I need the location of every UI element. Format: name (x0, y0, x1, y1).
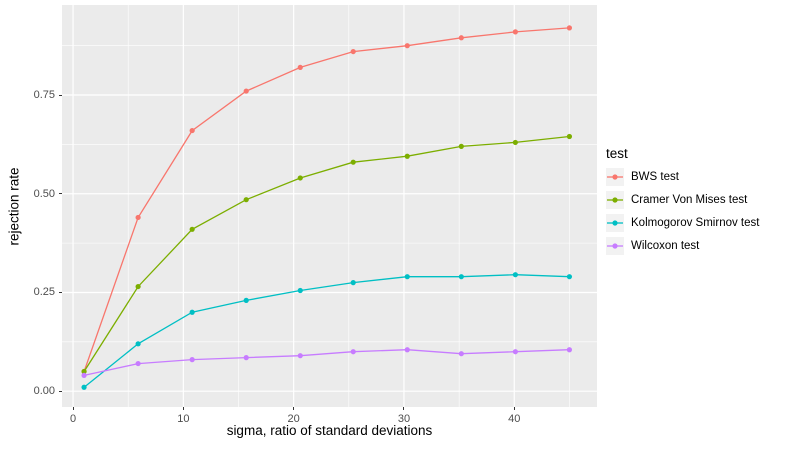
legend-entry-kolmogorov-smirnov-test: Kolmogorov Smirnov test (606, 214, 759, 232)
data-point-wilcoxon-test (458, 351, 464, 357)
data-point-bws-test (189, 127, 195, 134)
data-point-bws-test (458, 35, 464, 41)
data-point-wilcoxon-test (566, 347, 573, 353)
bws-test-key-icon (606, 168, 624, 186)
data-point-wilcoxon-test (189, 357, 195, 363)
kolmogorov-smirnov-test-key-icon (606, 214, 624, 232)
legend-entry-bws-test: BWS test (606, 168, 759, 186)
data-point-cramer-von-mises-test (189, 226, 195, 232)
x-tick-mark (513, 407, 515, 410)
data-point-bws-test (243, 88, 249, 94)
x-tick-mark (72, 407, 74, 410)
cramer-von-mises-test-key-icon (606, 191, 624, 209)
legend-entries: BWS test Cramer Von Mises test Kolmogorov … (606, 168, 759, 255)
x-tick-mark (293, 407, 295, 410)
y-axis-title: rejection rate (6, 167, 22, 246)
data-point-cramer-von-mises-test (135, 283, 141, 290)
data-point-wilcoxon-test (350, 349, 356, 355)
data-point-cramer-von-mises-test (81, 368, 87, 375)
y-tick-mark (59, 193, 62, 195)
data-point-bws-test (566, 25, 573, 31)
y-tick-label: 0.50 (33, 187, 55, 200)
data-point-wilcoxon-test (297, 353, 303, 359)
legend-label: Kolmogorov Smirnov test (631, 217, 760, 229)
legend-title: test (606, 146, 628, 161)
data-point-kolmogorov-smirnov-test (566, 274, 573, 280)
data-point-wilcoxon-test (512, 349, 518, 355)
wilcoxon-test-key-icon (606, 237, 624, 255)
data-point-kolmogorov-smirnov-test (81, 384, 87, 390)
data-point-cramer-von-mises-test (404, 153, 410, 159)
y-tick-mark (59, 94, 62, 96)
series-line-kolmogorov-smirnov-test (83, 274, 570, 388)
data-point-bws-test (404, 43, 410, 49)
data-point-wilcoxon-test (404, 347, 410, 353)
data-point-wilcoxon-test (81, 372, 87, 379)
plot-area-svg (62, 5, 597, 407)
data-point-bws-test (350, 48, 356, 55)
data-point-cramer-von-mises-test (512, 139, 518, 146)
legend-label: BWS test (631, 171, 679, 183)
data-point-cramer-von-mises-test (566, 133, 573, 140)
data-point-wilcoxon-test (243, 355, 249, 361)
x-tick-label: 10 (177, 413, 190, 425)
data-point-bws-test (297, 64, 303, 70)
data-point-bws-test (135, 214, 141, 221)
y-tick-label: 0.25 (33, 286, 55, 299)
data-point-kolmogorov-smirnov-test (189, 309, 195, 315)
y-tick-label: 0.00 (33, 385, 55, 398)
legend-label: Wilcoxon test (631, 240, 700, 252)
x-tick-label: 0 (69, 413, 77, 425)
x-axis-title: sigma, ratio of standard deviations (226, 423, 433, 438)
data-point-kolmogorov-smirnov-test (243, 297, 249, 303)
data-point-kolmogorov-smirnov-test (297, 287, 303, 294)
y-tick-mark (59, 291, 62, 293)
data-point-kolmogorov-smirnov-test (135, 341, 141, 347)
data-point-cramer-von-mises-test (297, 175, 303, 181)
x-tick-label: 40 (508, 413, 521, 425)
y-tick-mark (59, 390, 62, 392)
data-point-cramer-von-mises-test (350, 159, 356, 165)
series-line-cramer-von-mises-test (83, 135, 570, 372)
data-point-cramer-von-mises-test (243, 197, 249, 203)
data-point-wilcoxon-test (135, 360, 141, 367)
x-tick-mark (403, 407, 405, 410)
legend-label: Cramer Von Mises test (631, 194, 748, 206)
series-line-wilcoxon-test (83, 349, 570, 377)
data-point-bws-test (512, 29, 518, 35)
data-point-kolmogorov-smirnov-test (350, 280, 356, 286)
series-line-bws-test (83, 27, 570, 372)
y-tick-label: 0.75 (33, 89, 55, 102)
legend-entry-wilcoxon-test: Wilcoxon test (606, 237, 759, 255)
data-point-kolmogorov-smirnov-test (512, 272, 518, 278)
legend-entry-cramer-von-mises-test: Cramer Von Mises test (606, 191, 759, 209)
x-tick-label: 20 (287, 413, 300, 425)
legend: test BWS test Cramer Von Mises test Kolmog… (606, 146, 759, 260)
data-point-kolmogorov-smirnov-test (404, 274, 410, 280)
x-tick-label: 30 (397, 413, 411, 425)
x-tick-mark (182, 407, 184, 410)
plot-panel (62, 5, 597, 407)
data-point-kolmogorov-smirnov-test (458, 274, 464, 280)
data-point-cramer-von-mises-test (458, 143, 464, 149)
